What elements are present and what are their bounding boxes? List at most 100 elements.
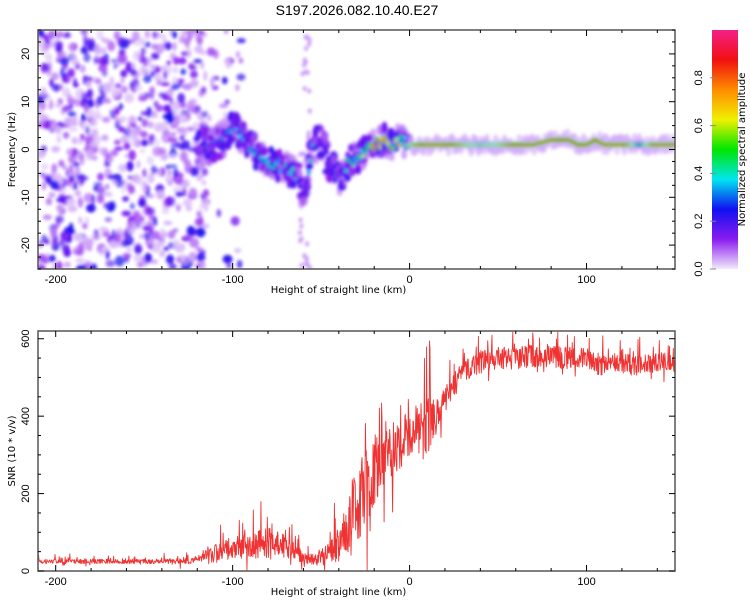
spectrogram-noise-blob	[38, 30, 45, 38]
snr-y-tick-labels: 0 200 400 600	[20, 330, 32, 575]
spectrogram-noise-blob	[201, 179, 207, 186]
spectrogram-noise-blob	[167, 230, 176, 240]
spectrogram-ridge-peak	[324, 149, 329, 154]
y-tick-label: 0	[20, 146, 32, 152]
spectrogram-noise-blob	[135, 215, 145, 223]
spectrogram-noise-blob	[91, 118, 98, 127]
spectrogram-ridge-peak	[392, 145, 396, 150]
spectrogram-noise-blob	[121, 184, 126, 194]
spectrogram-noise-blob	[48, 254, 56, 263]
spectrogram-noise-blob	[302, 57, 307, 63]
y-tick-label: 0	[20, 568, 32, 574]
spectrogram-ridge-peak	[239, 129, 244, 134]
spectrogram-noise-blob	[157, 42, 165, 53]
spectrogram-noise-blob	[127, 175, 133, 180]
spectrogram-noise-blob	[297, 230, 302, 236]
spectrogram-noise-blob	[151, 244, 161, 254]
spectrogram-noise-blob	[126, 160, 134, 172]
spectrogram-noise-blob	[153, 100, 159, 108]
spectrogram-noise-blob	[188, 251, 197, 263]
spectrogram-noise-blob	[187, 225, 196, 236]
spectrogram-noise-blob	[67, 97, 77, 106]
spectrogram-noise-blob	[91, 194, 96, 206]
spectrogram-noise-blob	[179, 151, 188, 162]
spectrogram-noise-blob	[129, 129, 139, 140]
spectrogram-noise-blob	[173, 56, 180, 65]
spectrogram-noise-blob	[210, 76, 215, 88]
spectrogram-noise-blob	[146, 156, 155, 165]
spectrogram-noise-blob	[179, 134, 185, 141]
spectrogram-noise-blob	[77, 197, 84, 208]
spectrogram-noise-blob	[107, 40, 116, 52]
spectrogram-noise-blob	[96, 193, 105, 204]
spectrogram-ridge-peak	[257, 149, 261, 154]
spectrogram-noise-blob	[101, 134, 109, 142]
spectrogram-noise-blob	[206, 114, 212, 122]
spectrogram-noise-blob	[59, 57, 70, 66]
spectrogram-noise-blob	[42, 214, 52, 221]
spectrogram-ridge-peak	[351, 162, 355, 166]
spectrogram-ridge-peak	[236, 130, 240, 135]
spectrogram-noise-blob	[235, 50, 241, 59]
spectrogram-noise-blob	[300, 71, 305, 77]
spectrogram-noise-blob	[305, 70, 310, 76]
spectrogram-noise-blob	[55, 215, 64, 224]
spectrogram-noise-blob	[153, 138, 161, 147]
spectrogram-noise-blob	[55, 83, 60, 93]
spectrogram-noise-blob	[149, 86, 155, 96]
spectrogram-noise-blob	[195, 246, 203, 252]
spectrogram-noise-blob	[136, 175, 144, 187]
spectrogram-noise-blob	[41, 34, 50, 40]
spectrogram-noise-blob	[171, 76, 179, 86]
spectrogram-noise-blob	[122, 252, 132, 259]
spectrogram-noise-blob	[163, 220, 173, 226]
spectrogram-noise-blob	[190, 166, 200, 177]
spectrogram-noise-blob	[114, 146, 124, 151]
spectrogram-noise-blob	[83, 52, 91, 63]
spectrogram-noise-blob	[130, 86, 137, 93]
spectrogram-noise-blob	[121, 85, 128, 94]
spectrogram-noise-blob	[75, 138, 84, 145]
spectrogram-noise-blob	[185, 205, 193, 212]
spectrogram-noise-blob	[149, 225, 154, 231]
spectrogram-noise-blob	[55, 102, 61, 108]
spectrogram-noise-blob	[216, 209, 222, 218]
spectrogram-noise-blob	[164, 42, 173, 51]
spectrogram-noise-blob	[39, 86, 47, 98]
spectrogram-noise-blob	[154, 122, 164, 133]
spectrogram-noise-blob	[148, 134, 155, 146]
colorbar-tick-label: 0.6	[693, 118, 705, 133]
spectrogram-noise-blob	[78, 241, 84, 251]
spectrogram-heatmap	[38, 30, 675, 269]
spectrogram-noise-blob	[206, 47, 216, 57]
colorbar-label: Normalized spectral amplitude	[737, 73, 748, 227]
spectrogram-ridge-peak	[303, 185, 307, 190]
spectrogram-noise-blob	[128, 149, 136, 161]
spectrogram-x-tick-labels: -200 -100 0 100	[45, 274, 596, 286]
spectrogram-noise-blob	[305, 241, 310, 247]
spectrogram-noise-blob	[306, 130, 311, 136]
spectrogram-noise-blob	[188, 187, 198, 198]
spectrogram-noise-blob	[109, 108, 116, 119]
spectrogram-noise-blob	[165, 254, 175, 265]
spectrogram-noise-blob	[236, 38, 246, 44]
spectrogram-ridge-peak	[298, 184, 302, 189]
spectrogram-noise-blob	[200, 61, 205, 70]
spectrogram-noise-blob	[118, 163, 128, 173]
spectrogram-noise-blob	[165, 173, 172, 184]
colorbar: 0.0 0.2 0.4 0.6 0.8 Normalized spectral ampl…	[693, 30, 748, 277]
spectrogram-noise-blob	[69, 164, 74, 174]
spectrogram-ridge-peak	[289, 171, 293, 175]
spectrogram-noise-blob	[303, 261, 308, 267]
spectrogram-noise-blob	[147, 121, 154, 129]
spectrogram-noise-blob	[98, 63, 108, 73]
spectrogram-ridge-peak	[377, 144, 382, 148]
spectrogram-noise-blob	[196, 35, 203, 46]
spectrogram-noise-blob	[38, 260, 43, 267]
spectrogram-noise-blob	[130, 137, 139, 147]
spectrogram-noise-blob	[167, 136, 178, 143]
spectrogram-noise-blob	[123, 38, 130, 45]
spectrogram-ridge-peak	[195, 151, 199, 155]
spectrogram-noise-blob	[86, 88, 94, 100]
spectrogram-noise-blob	[165, 196, 173, 207]
